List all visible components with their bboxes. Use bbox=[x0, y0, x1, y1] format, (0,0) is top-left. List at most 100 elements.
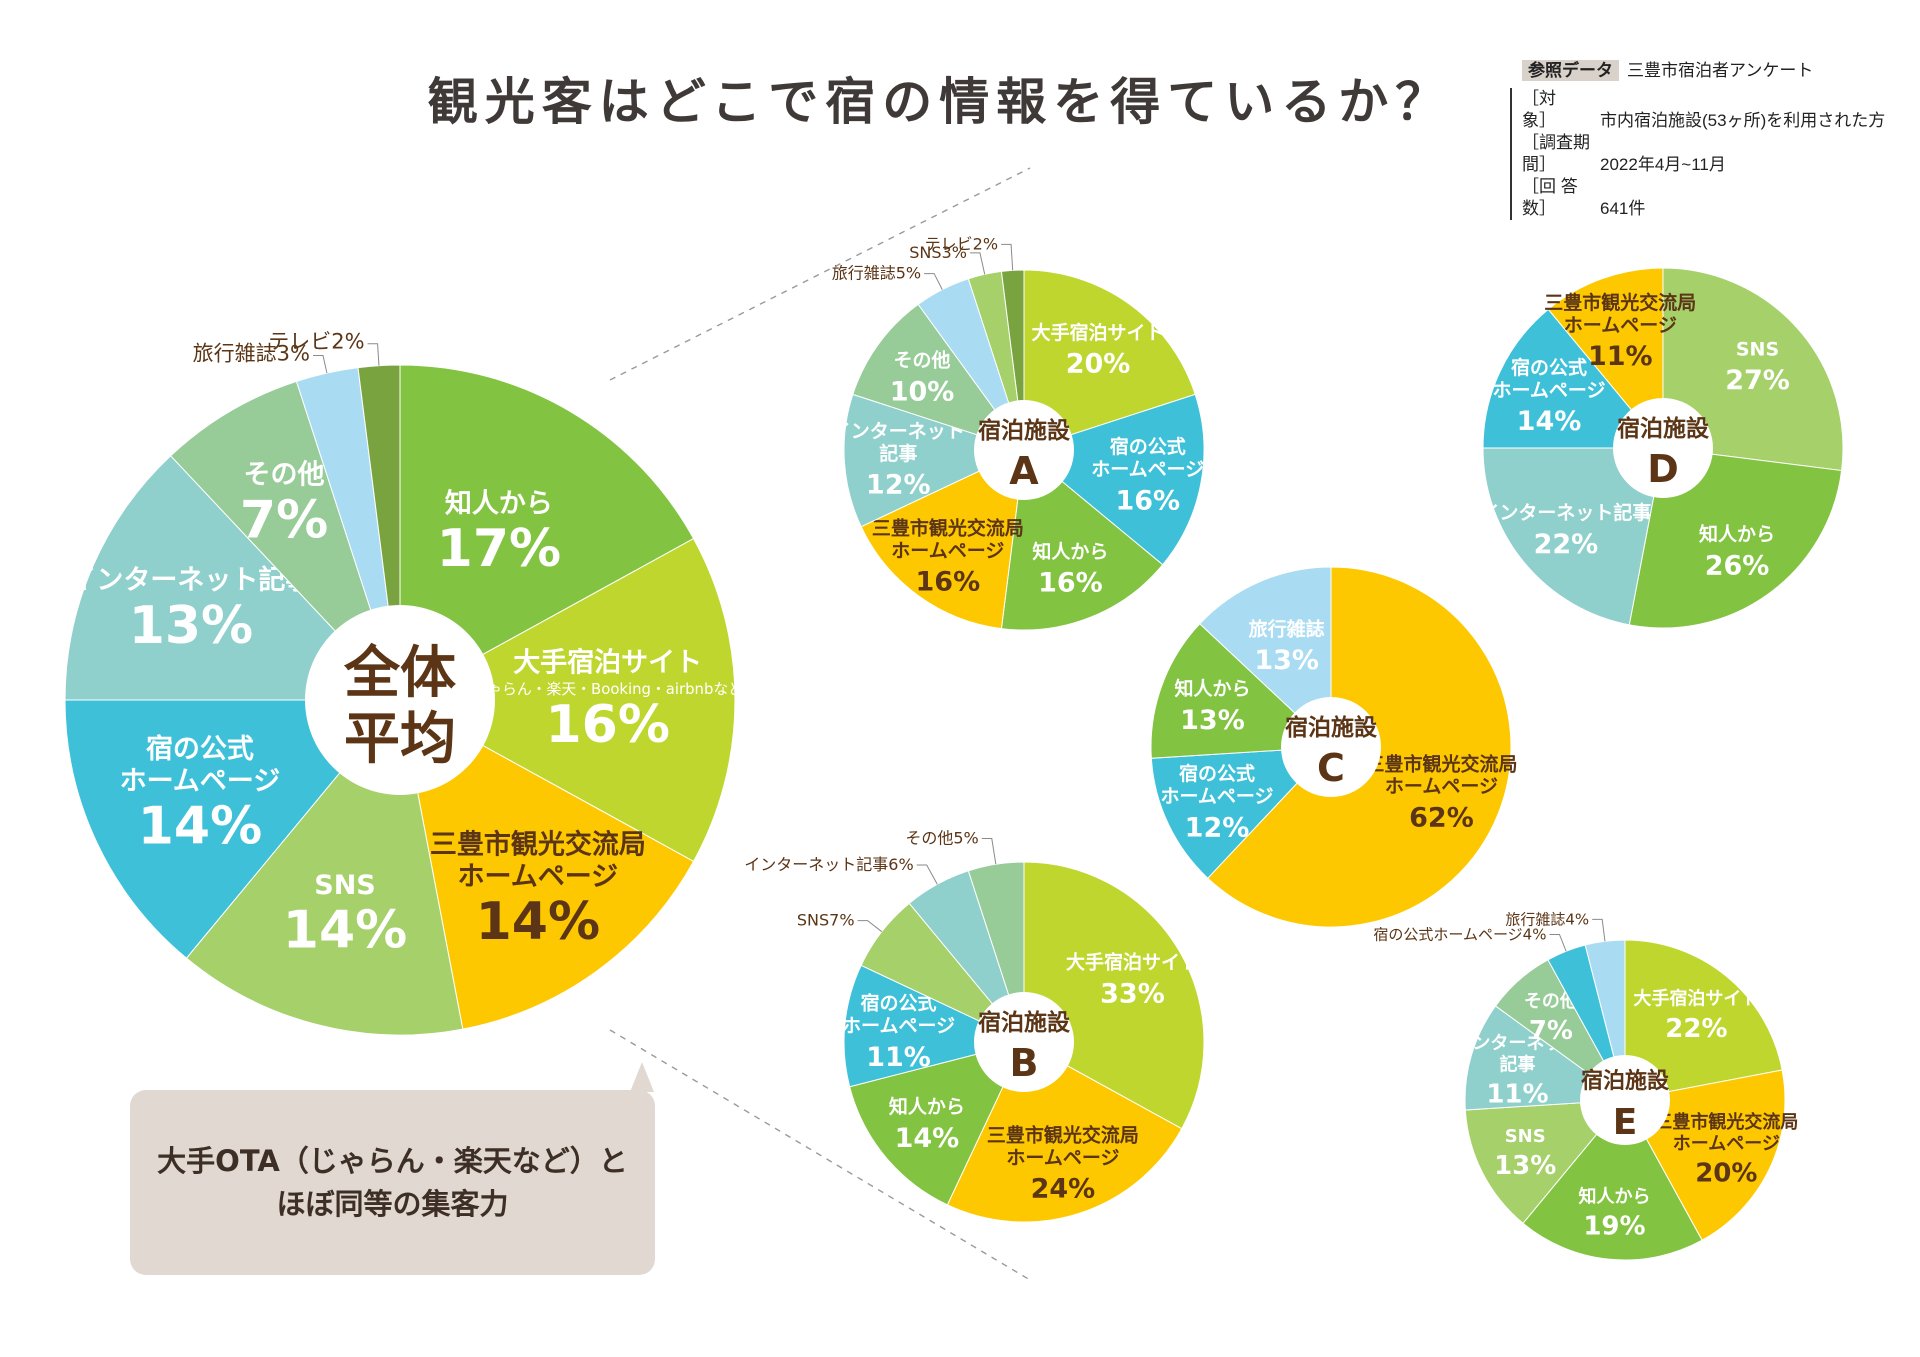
slice-label: ホームページ bbox=[842, 1015, 955, 1037]
pie-center bbox=[1613, 398, 1713, 498]
slice-label: 知人から bbox=[445, 488, 553, 519]
pie-center bbox=[305, 605, 495, 795]
slice-outside-label: SNS3% bbox=[909, 243, 967, 262]
slice-label: 三豊市観光交流局 bbox=[1544, 291, 1696, 314]
slice-value: 11% bbox=[866, 1042, 931, 1073]
source-row-label: ［対 象］ bbox=[1522, 89, 1590, 130]
slice-label: ホームページ bbox=[1385, 776, 1498, 798]
slice-label: SNS bbox=[314, 870, 376, 901]
slice-label: 大手宿泊サイト bbox=[1032, 321, 1165, 344]
slice-outside-label: SNS7% bbox=[797, 911, 855, 930]
callout-box: 大手OTA（じゃらん・楽天など）と ほぼ同等の集客力 bbox=[130, 1062, 655, 1275]
source-tag: 参照データ bbox=[1522, 60, 1619, 81]
slice-value: 11% bbox=[1486, 1080, 1548, 1110]
source-row: ［調査期間］ 2022年4月~11月 bbox=[1522, 132, 1910, 176]
slice-label: 知人から bbox=[1032, 540, 1108, 563]
pie-slice bbox=[843, 964, 1026, 1088]
slice-label: SNS bbox=[1736, 338, 1779, 360]
slice-value: 33% bbox=[1100, 978, 1165, 1009]
slice-outside-label: 旅行雑誌5% bbox=[832, 264, 921, 283]
slice-label: 三豊市観光交流局 bbox=[987, 1123, 1139, 1146]
leader-line bbox=[924, 273, 943, 290]
pie-slice bbox=[1199, 566, 1332, 749]
leader-line bbox=[367, 343, 380, 366]
slice-value: 22% bbox=[1665, 1014, 1727, 1044]
slice-label: SNS bbox=[1505, 1126, 1546, 1147]
slice-value: 27% bbox=[1725, 365, 1790, 396]
slice-label: 旅行雑誌 bbox=[1249, 617, 1325, 640]
pie-slice bbox=[1547, 267, 1664, 450]
slice-label: 宿の公式 bbox=[861, 992, 937, 1015]
pie-center bbox=[974, 400, 1074, 500]
slice-value: 19% bbox=[1583, 1212, 1645, 1242]
slice-outside-label: 宿の公式ホームページ4% bbox=[1373, 925, 1546, 943]
source-row-value: 市内宿泊施設(53ヶ所)を利用された方 bbox=[1600, 111, 1886, 130]
slice-value: 13% bbox=[129, 596, 253, 656]
pie-center-label: 宿泊施設 bbox=[978, 417, 1071, 444]
pie-center bbox=[1580, 1055, 1670, 1145]
slice-label: ホームページ bbox=[1492, 379, 1605, 401]
leader-line bbox=[916, 864, 938, 885]
slice-outside-label: 旅行雑誌3% bbox=[193, 342, 310, 366]
pie-center-label: A bbox=[1009, 449, 1039, 493]
slice-label: ホームページ bbox=[1673, 1133, 1780, 1154]
pie-slice bbox=[1464, 1099, 1627, 1224]
slice-label: ホームページ bbox=[120, 766, 281, 797]
pie-slice bbox=[1482, 447, 1664, 626]
callout-line-1: 大手OTA（じゃらん・楽天など）と bbox=[157, 1144, 628, 1179]
pie-slice bbox=[849, 1041, 1025, 1206]
slice-value: 11% bbox=[1588, 341, 1653, 372]
source-rows: ［対 象］ 市内宿泊施設(53ヶ所)を利用された方 ［調査期間］ 2022年4月~1… bbox=[1510, 88, 1910, 220]
slice-label: 記事 bbox=[879, 442, 917, 465]
leader-line bbox=[1549, 933, 1567, 952]
slice-value: 14% bbox=[1517, 406, 1582, 437]
source-head: 参照データ 三豊市宿泊者アンケート bbox=[1510, 60, 1910, 82]
slice-label: 知人から bbox=[1578, 1186, 1650, 1208]
slice-label: その他 bbox=[894, 349, 951, 372]
slice-label: ホームページ bbox=[1564, 314, 1677, 336]
callout-line-2: ほぼ同等の集客力 bbox=[276, 1186, 509, 1221]
pie-center-label: D bbox=[1647, 447, 1679, 491]
slice-value: 62% bbox=[1409, 802, 1474, 833]
source-info: 参照データ 三豊市宿泊者アンケート ［対 象］ 市内宿泊施設(53ヶ所)を利用された… bbox=[1510, 60, 1910, 220]
pie-center-label: 宿泊施設 bbox=[1581, 1068, 1670, 1094]
slice-label: インターネット記事 bbox=[1480, 501, 1651, 524]
slice-label: 大手宿泊サイト bbox=[1066, 951, 1199, 974]
slice-label: インターネット記事 bbox=[69, 564, 312, 596]
slice-outside-label: 旅行雑誌4% bbox=[1505, 910, 1589, 928]
pie-chart-B: 大手宿泊サイト33%三豊市観光交流局ホームページ24%知人から14%宿の公式ホー… bbox=[744, 829, 1205, 1223]
slice-value: 24% bbox=[1031, 1174, 1096, 1205]
pie-slice bbox=[1023, 269, 1196, 451]
pie-slice bbox=[852, 303, 1026, 451]
leader-line bbox=[1001, 243, 1014, 271]
pie-center-label: 平均 bbox=[344, 707, 456, 772]
slice-value: 17% bbox=[437, 519, 561, 579]
slice-label: 記事 bbox=[1499, 1053, 1535, 1075]
pie-slice bbox=[1662, 267, 1844, 472]
pie-center-label: E bbox=[1613, 1102, 1638, 1143]
leader-line bbox=[1592, 918, 1606, 942]
source-row-label: ［回 答 数］ bbox=[1522, 177, 1578, 218]
slice-label: 大手宿泊サイト bbox=[513, 646, 702, 678]
slice-value: 14% bbox=[476, 892, 600, 952]
leader-line bbox=[312, 355, 328, 374]
slice-value: 14% bbox=[283, 901, 407, 961]
source-row: ［回 答 数］ 641件 bbox=[1522, 176, 1910, 220]
source-row: ［対 象］ 市内宿泊施設(53ヶ所)を利用された方 bbox=[1522, 88, 1910, 132]
pie-slice bbox=[1624, 939, 1783, 1101]
pie-center bbox=[974, 992, 1074, 1092]
slice-value: 22% bbox=[1534, 529, 1599, 560]
slice-value: 7% bbox=[1529, 1016, 1573, 1046]
pie-slice bbox=[1482, 308, 1665, 449]
pie-center-label: 宿泊施設 bbox=[978, 1009, 1071, 1036]
slice-label: インターネット bbox=[832, 420, 965, 442]
slice-label: 三豊市観光交流局 bbox=[430, 829, 646, 861]
slice-label: 三豊市観光交流局 bbox=[872, 516, 1024, 539]
leader-line bbox=[969, 252, 986, 275]
slice-value: 20% bbox=[1695, 1158, 1757, 1188]
pie-slice bbox=[843, 393, 1026, 528]
slice-outside-label: テレビ2% bbox=[268, 330, 364, 354]
pie-chart-A: 大手宿泊サイト20%宿の公式ホームページ16%知人から16%三豊市観光交流局ホー… bbox=[832, 234, 1205, 631]
